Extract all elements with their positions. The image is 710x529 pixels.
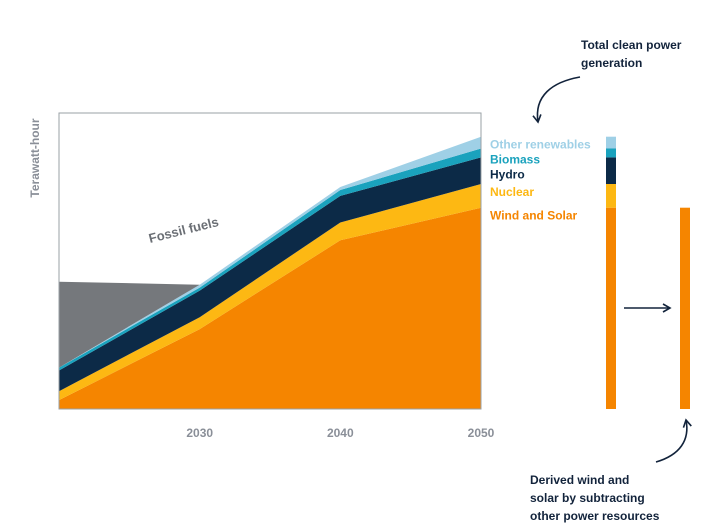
total-annotation-arrow: [532, 76, 581, 124]
derived-annotation-line1: Derived wind and: [530, 473, 629, 487]
legend-hydro: Hydro: [490, 168, 525, 182]
y-axis-label: Terawatt-hour: [28, 118, 42, 197]
area-other-renewables: [59, 136, 481, 368]
x-tick-2030: 2030: [186, 426, 213, 440]
plot-frame: [58, 112, 482, 410]
total-bar-segment-other-renewables: [606, 136, 616, 149]
area-nuclear: [59, 184, 481, 401]
x-tick-2050: 2050: [468, 426, 495, 440]
total-bar-segment-nuclear: [606, 184, 616, 208]
derived-annotation-line2: solar by subtracting: [530, 491, 645, 505]
total-annotation-line1: Total clean power: [581, 38, 682, 52]
legend-nuclear: Nuclear: [490, 185, 534, 199]
area-wind-and-solar: [59, 207, 481, 409]
total-clean-bar: [606, 136, 616, 409]
derived-annotation-arrow: [655, 418, 692, 463]
derived-annotation-line3: other power resources: [530, 509, 660, 523]
area-layer: [59, 136, 481, 409]
area-hydro: [59, 157, 481, 392]
total-bar-segment-hydro: [606, 157, 616, 184]
legend-biomass: Biomass: [490, 153, 540, 167]
legend-wind-and-solar: Wind and Solar: [490, 209, 578, 223]
x-tick-2040: 2040: [327, 426, 354, 440]
x-tick-layer: 2030 2040 2050: [186, 426, 494, 440]
fossil-fuels-label: Fossil fuels: [147, 214, 220, 246]
derived-wind-solar-bar: [680, 207, 690, 409]
total-bar-segment-wind-and-solar: [606, 207, 616, 409]
total-annotation-line2: generation: [581, 56, 642, 70]
legend-other-renewables: Other renewables: [490, 138, 591, 152]
total-bar-segment-biomass: [606, 148, 616, 158]
